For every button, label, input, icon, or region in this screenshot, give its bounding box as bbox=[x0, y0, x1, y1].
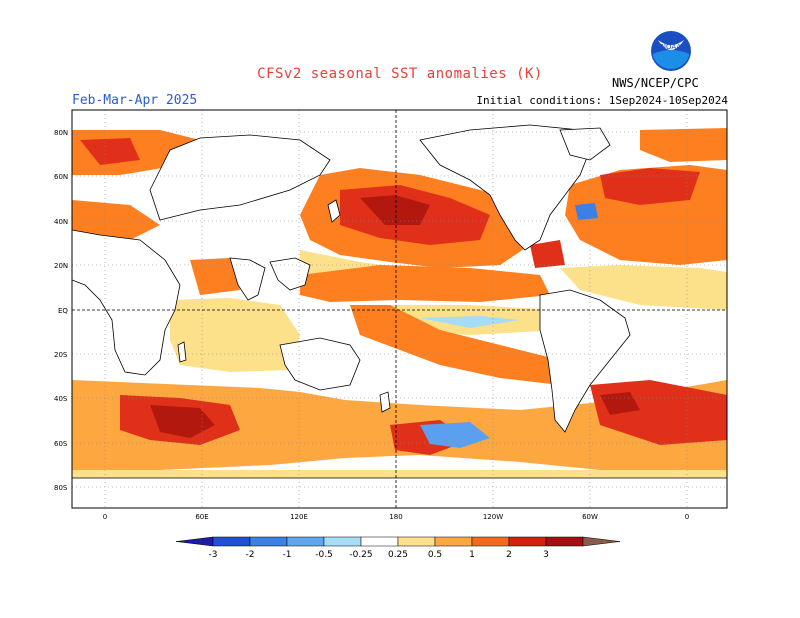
greenland-outline bbox=[559, 127, 611, 161]
colorbar-label: -0.5 bbox=[315, 550, 333, 560]
anomaly-med bbox=[72, 200, 160, 240]
lon-label: 120E bbox=[290, 513, 308, 521]
season-label: Feb-Mar-Apr 2025 bbox=[72, 93, 198, 108]
lat-label: 40S bbox=[54, 395, 68, 403]
lon-label: 180 bbox=[389, 513, 402, 521]
colorbar-swatch bbox=[249, 536, 288, 547]
anomaly-south-pacific-cool bbox=[420, 422, 490, 448]
lat-label: 80S bbox=[54, 484, 68, 492]
madagascar-outline bbox=[177, 341, 187, 363]
lat-label: EQ bbox=[58, 307, 68, 315]
reference-lines bbox=[72, 110, 727, 508]
australia-outline bbox=[279, 337, 361, 391]
anomaly-arctic-atl-red bbox=[80, 138, 140, 165]
colorbar-swatch bbox=[508, 536, 547, 547]
lat-label: 80N bbox=[54, 129, 68, 137]
colorbar-label: -1 bbox=[283, 550, 292, 560]
colorbar-low-arrow bbox=[175, 536, 214, 547]
new-zealand-outline bbox=[379, 391, 391, 413]
lon-label: 0 bbox=[103, 513, 107, 521]
anomaly-equatorial-cool bbox=[420, 316, 520, 328]
anomaly-south-atlantic-core bbox=[600, 392, 640, 415]
colorbar-swatch bbox=[212, 536, 251, 547]
se-asia-outline bbox=[269, 257, 311, 291]
initial-conditions-label: Initial conditions: 1Sep2024-10Sep2024 bbox=[476, 94, 728, 107]
colorbar-label: 3 bbox=[543, 550, 549, 560]
japan-outline bbox=[327, 199, 341, 223]
colorbar-label: 0.25 bbox=[388, 550, 408, 560]
lat-label: 20N bbox=[54, 262, 68, 270]
agency-label: NWS/NCEP/CPC bbox=[612, 76, 699, 90]
anomaly-gulf-of-mexico bbox=[530, 240, 565, 268]
colorbar-swatch bbox=[471, 536, 510, 547]
colorbar: -3 -2 -1 -0.5 -0.25 0.25 0.5 1 2 3 bbox=[175, 536, 621, 560]
anomaly-arabian-sea bbox=[190, 258, 240, 295]
anomaly-arctic-east bbox=[640, 128, 727, 162]
colorbar-swatch bbox=[323, 536, 362, 547]
anomaly-north-atlantic-red bbox=[600, 168, 700, 205]
lat-label: 20S bbox=[54, 351, 68, 359]
lon-label: 60W bbox=[582, 513, 598, 521]
colorbar-swatch bbox=[434, 536, 473, 547]
colorbar-label: -2 bbox=[246, 550, 255, 560]
colorbar-label: 2 bbox=[506, 550, 512, 560]
india-outline bbox=[229, 257, 266, 301]
lon-label: 120W bbox=[483, 513, 503, 521]
lon-labels: 0 60E 120E 180 120W 60W 0 bbox=[103, 513, 689, 521]
anomaly-gulf-cool bbox=[575, 203, 598, 220]
eurasia-outline bbox=[149, 134, 331, 221]
lon-label: 60E bbox=[195, 513, 208, 521]
north-america-outline bbox=[419, 124, 591, 251]
anomaly-north-pacific-core bbox=[360, 195, 430, 225]
colorbar-swatch bbox=[397, 536, 436, 547]
anomaly-south-pacific-band bbox=[350, 305, 560, 385]
colorbar-swatch bbox=[286, 536, 325, 547]
lat-label: 40N bbox=[54, 218, 68, 226]
colorbar-label: -0.25 bbox=[349, 550, 372, 560]
africa-outline bbox=[72, 229, 181, 376]
anomaly-fields bbox=[72, 128, 727, 478]
lat-labels: 80N 60N 40N 20N EQ 20S 40S 60S 80S bbox=[54, 129, 68, 492]
antarctica-outline bbox=[72, 477, 727, 508]
colorbar-swatch bbox=[360, 536, 399, 547]
anomaly-southern-light bbox=[72, 470, 727, 478]
colorbar-label: 0.5 bbox=[428, 550, 442, 560]
anomaly-indian-ocean bbox=[170, 298, 300, 372]
lat-label: 60N bbox=[54, 173, 68, 181]
colorbar-label: 1 bbox=[469, 550, 475, 560]
lat-label: 60S bbox=[54, 440, 68, 448]
chart-title: CFSv2 seasonal SST anomalies (K) bbox=[257, 66, 543, 82]
anomaly-tropical-pacific bbox=[300, 265, 550, 302]
colorbar-swatch bbox=[545, 536, 584, 547]
colorbar-high-arrow bbox=[582, 536, 621, 547]
map-border bbox=[71, 109, 728, 509]
noaa-logo: NOAA bbox=[651, 31, 691, 71]
south-america-outline bbox=[539, 289, 631, 433]
anomaly-tropical-atlantic bbox=[560, 265, 727, 310]
continents bbox=[72, 124, 727, 508]
noaa-logo-text: NOAA bbox=[661, 43, 682, 51]
anomaly-south-indian-core bbox=[150, 405, 215, 438]
colorbar-label: -3 bbox=[209, 550, 218, 560]
lon-label: 0 bbox=[685, 513, 689, 521]
